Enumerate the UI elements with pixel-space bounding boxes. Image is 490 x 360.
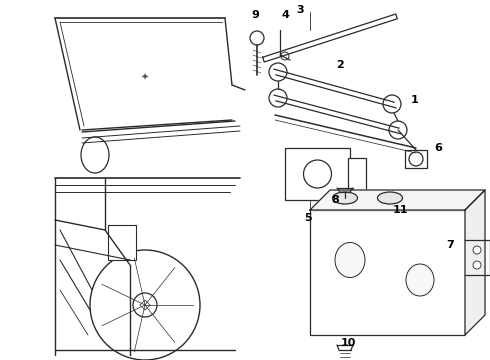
- Text: 5: 5: [304, 213, 312, 223]
- Circle shape: [269, 89, 287, 107]
- Polygon shape: [310, 190, 485, 210]
- Circle shape: [250, 31, 264, 45]
- Bar: [405, 150, 427, 168]
- Circle shape: [383, 95, 401, 113]
- Ellipse shape: [333, 192, 358, 204]
- Circle shape: [90, 250, 200, 360]
- Text: 11: 11: [392, 205, 408, 215]
- Text: 8: 8: [331, 195, 339, 205]
- Bar: [348, 158, 366, 190]
- Text: 2: 2: [336, 60, 344, 70]
- Text: 7: 7: [446, 240, 454, 250]
- Circle shape: [409, 152, 423, 166]
- Text: 1: 1: [411, 95, 419, 105]
- Bar: [108, 225, 136, 260]
- Circle shape: [473, 246, 481, 254]
- Bar: [310, 210, 465, 335]
- Circle shape: [269, 63, 287, 81]
- Ellipse shape: [406, 264, 434, 296]
- Ellipse shape: [377, 192, 402, 204]
- Text: 3: 3: [296, 5, 304, 15]
- Bar: [285, 148, 350, 200]
- Ellipse shape: [81, 137, 109, 173]
- Circle shape: [389, 121, 407, 139]
- Ellipse shape: [303, 160, 332, 188]
- Text: 4: 4: [281, 10, 289, 20]
- Circle shape: [281, 52, 289, 60]
- Text: ✦: ✦: [141, 73, 149, 83]
- Circle shape: [133, 293, 157, 317]
- Text: 6: 6: [434, 143, 442, 153]
- Text: 10: 10: [341, 338, 356, 348]
- Bar: [370, 190, 390, 205]
- Circle shape: [473, 261, 481, 269]
- Ellipse shape: [335, 243, 365, 278]
- Polygon shape: [465, 190, 485, 335]
- Text: 9: 9: [251, 10, 259, 20]
